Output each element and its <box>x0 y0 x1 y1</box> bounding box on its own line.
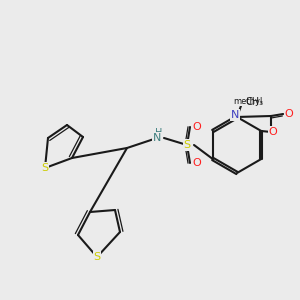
Text: H: H <box>155 128 163 138</box>
Text: O: O <box>269 127 278 137</box>
Text: O: O <box>193 158 201 168</box>
Text: N: N <box>231 110 239 120</box>
Text: methyl: methyl <box>233 97 263 106</box>
Text: O: O <box>193 122 201 132</box>
Text: N: N <box>153 133 161 143</box>
Text: O: O <box>285 109 293 119</box>
Text: S: S <box>183 140 190 150</box>
Text: S: S <box>93 252 100 262</box>
Text: S: S <box>41 163 49 173</box>
Text: CH₃: CH₃ <box>246 97 264 107</box>
